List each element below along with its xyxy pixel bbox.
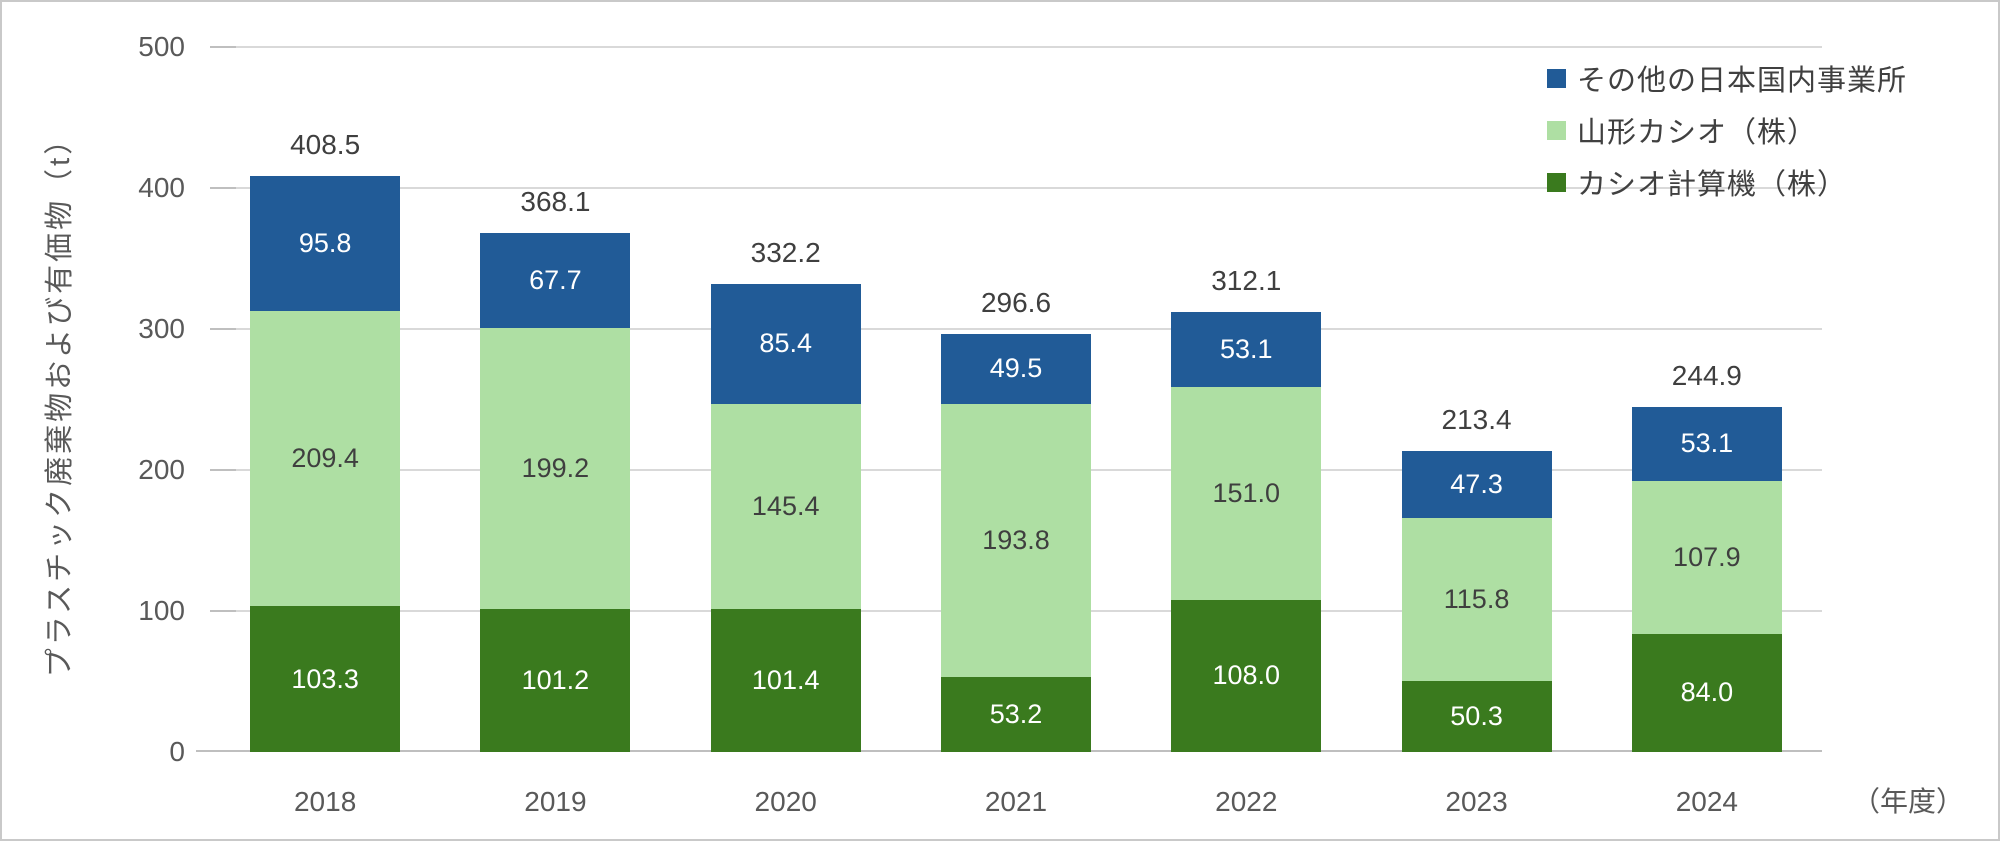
legend-label: カシオ計算機（株） (1577, 169, 1848, 201)
bar-segment-2024: 84.0 (1631, 633, 1782, 752)
bar-segment-2019: 101.2 (480, 609, 631, 752)
bar-value-label: 103.3 (291, 663, 359, 694)
bar-value-label: 115.8 (1443, 583, 1510, 614)
bar-segment-2020: 85.4 (710, 283, 861, 404)
x-axis-label-2021: 2021 (984, 786, 1048, 817)
bar-total-label: 408.5 (290, 129, 361, 160)
x-axis-unit-label: （年度） (1851, 786, 1964, 817)
bar-segment-2021: 193.8 (941, 403, 1091, 677)
bar-total-label: 296.6 (980, 286, 1052, 318)
y-axis-tick-label: 300 (138, 313, 185, 344)
y-axis-tick-300 (210, 328, 236, 330)
bar-segment-2022: 53.1 (1171, 311, 1322, 387)
y-axis-tick-100 (210, 610, 236, 612)
bar-total-label: 368.1 (520, 185, 591, 217)
bar-segment-2018: 103.3 (250, 606, 401, 752)
bar-segment-2019: 199.2 (480, 328, 631, 610)
legend-item: カシオ計算機（株） (1547, 156, 1907, 208)
bar-segment-2023: 50.3 (1401, 681, 1552, 752)
bar-value-label: 50.3 (1450, 701, 1503, 732)
legend-swatch (1547, 172, 1566, 192)
y-axis-title: プラスチック廃棄物および有価物（t） (20, 47, 94, 752)
bar-value-label: 49.5 (989, 353, 1043, 384)
bar-segment-2023: 47.3 (1401, 451, 1552, 518)
legend-swatch (1547, 120, 1566, 140)
bar-segment-2020: 145.4 (710, 404, 861, 609)
legend-swatch (1547, 68, 1566, 88)
gridline-500 (210, 46, 1822, 48)
y-axis-tick-label: 0 (169, 736, 185, 767)
bar-segment-2024: 53.1 (1631, 406, 1782, 482)
bar-segment-2020: 101.4 (710, 609, 861, 752)
y-axis-tick-200 (210, 469, 236, 471)
bar-value-label: 101.4 (751, 665, 820, 695)
bar-value-label: 53.2 (989, 698, 1043, 729)
y-axis-tick-400 (210, 187, 236, 189)
bar-segment-2018: 95.8 (250, 176, 401, 312)
legend-label: 山形カシオ（株） (1577, 117, 1818, 149)
legend-item: 山形カシオ（株） (1547, 104, 1907, 156)
bar-segment-2021: 53.2 (941, 676, 1091, 752)
bar-segment-2024: 107.9 (1631, 481, 1782, 634)
bar-total-label: 244.9 (1671, 359, 1742, 391)
bar-value-label: 47.3 (1450, 468, 1503, 499)
y-axis-title-text: プラスチック廃棄物および有価物（t） (44, 122, 77, 677)
bar-total-label: 332.2 (750, 236, 821, 268)
legend: その他の日本国内事業所 山形カシオ（株） カシオ計算機（株） (1547, 52, 1907, 208)
bar-value-label: 67.7 (529, 265, 582, 296)
bar-value-label: 53.1 (1220, 333, 1273, 364)
legend-item: その他の日本国内事業所 (1547, 52, 1907, 104)
bar-segment-2019: 67.7 (480, 232, 631, 329)
bar-segment-2023: 115.8 (1401, 517, 1552, 682)
bar-value-label: 209.4 (291, 443, 359, 474)
bar-total-label: 213.4 (1441, 404, 1512, 436)
bar-value-label: 108.0 (1212, 660, 1281, 691)
bar-total-label: 312.1 (1211, 264, 1282, 296)
gridline-300 (210, 328, 1822, 330)
plot-area: 103.3 209.4 95.8 408.5 101.2 199.2 67.7 368.1 10… (196, 46, 1822, 752)
y-axis-tick-label: 500 (138, 31, 185, 62)
y-axis-tick-label: 400 (138, 172, 185, 203)
bar-value-label: 145.4 (751, 491, 820, 521)
bar-value-label: 107.9 (1673, 541, 1741, 572)
bar-segment-2022: 151.0 (1171, 386, 1322, 600)
x-axis-label-2018: 2018 (293, 786, 357, 817)
y-axis-tick-label: 100 (138, 595, 185, 626)
bar-value-label: 84.0 (1680, 677, 1734, 708)
y-axis-tick-500 (210, 46, 236, 48)
bar-value-label: 151.0 (1212, 477, 1281, 508)
y-axis-tick-label: 200 (138, 454, 185, 485)
bar-segment-2021: 49.5 (941, 333, 1091, 404)
x-axis-label-2022: 2022 (1215, 786, 1278, 817)
gridline-400 (210, 187, 1822, 189)
bar-segment-2018: 209.4 (250, 311, 401, 607)
x-axis-label-2024: 2024 (1675, 786, 1738, 817)
legend-label: その他の日本国内事業所 (1577, 65, 1908, 97)
x-axis-label-2020: 2020 (754, 786, 817, 817)
x-axis-label-2023: 2023 (1445, 786, 1508, 817)
x-axis-label-2019: 2019 (524, 786, 587, 817)
bar-segment-2022: 108.0 (1171, 599, 1322, 752)
bar-value-label: 193.8 (982, 524, 1050, 555)
bar-value-label: 95.8 (298, 228, 352, 259)
bar-value-label: 53.1 (1680, 428, 1734, 459)
bar-value-label: 85.4 (759, 328, 812, 359)
bar-value-label: 101.2 (521, 665, 590, 696)
bar-value-label: 199.2 (521, 453, 590, 484)
